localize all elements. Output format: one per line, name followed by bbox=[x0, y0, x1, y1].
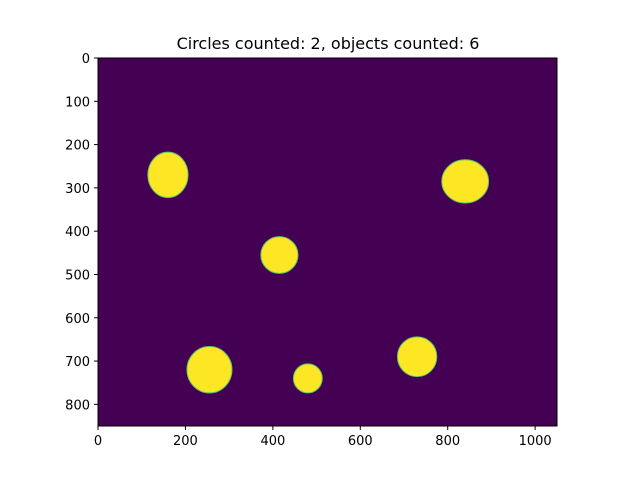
object-blob-5 bbox=[292, 363, 323, 394]
plot-area bbox=[97, 57, 558, 427]
x-tick-label: 800 bbox=[435, 434, 460, 449]
y-tick-label: 700 bbox=[65, 355, 90, 370]
y-tick-label: 800 bbox=[65, 398, 90, 413]
y-tick-label: 600 bbox=[65, 312, 90, 327]
x-tick-label: 1000 bbox=[519, 434, 552, 449]
plot-title: Circles counted: 2, objects counted: 6 bbox=[177, 34, 480, 53]
x-tick-label: 400 bbox=[260, 434, 285, 449]
image-background bbox=[98, 58, 557, 426]
x-tick-label: 0 bbox=[94, 434, 102, 449]
y-tick-label: 100 bbox=[65, 95, 90, 110]
x-tick-label: 600 bbox=[348, 434, 373, 449]
y-tick-label: 400 bbox=[65, 225, 90, 240]
object-blob-6 bbox=[396, 336, 438, 378]
x-tick-label: 200 bbox=[173, 434, 198, 449]
object-blob-1 bbox=[147, 151, 189, 199]
y-tick-label: 500 bbox=[65, 268, 90, 283]
x-axis: 0 200 400 600 800 1000 bbox=[94, 426, 552, 449]
axes-frame bbox=[97, 57, 558, 427]
object-blob-4 bbox=[186, 346, 233, 394]
y-tick-label: 300 bbox=[65, 182, 90, 197]
segmented-objects bbox=[147, 151, 490, 394]
y-tick-label: 200 bbox=[65, 139, 90, 154]
y-tick-label: 0 bbox=[82, 52, 90, 67]
y-axis: 0 100 200 300 400 500 600 700 800 bbox=[65, 52, 98, 413]
object-blob-3 bbox=[260, 236, 299, 274]
object-blob-2 bbox=[441, 159, 490, 204]
